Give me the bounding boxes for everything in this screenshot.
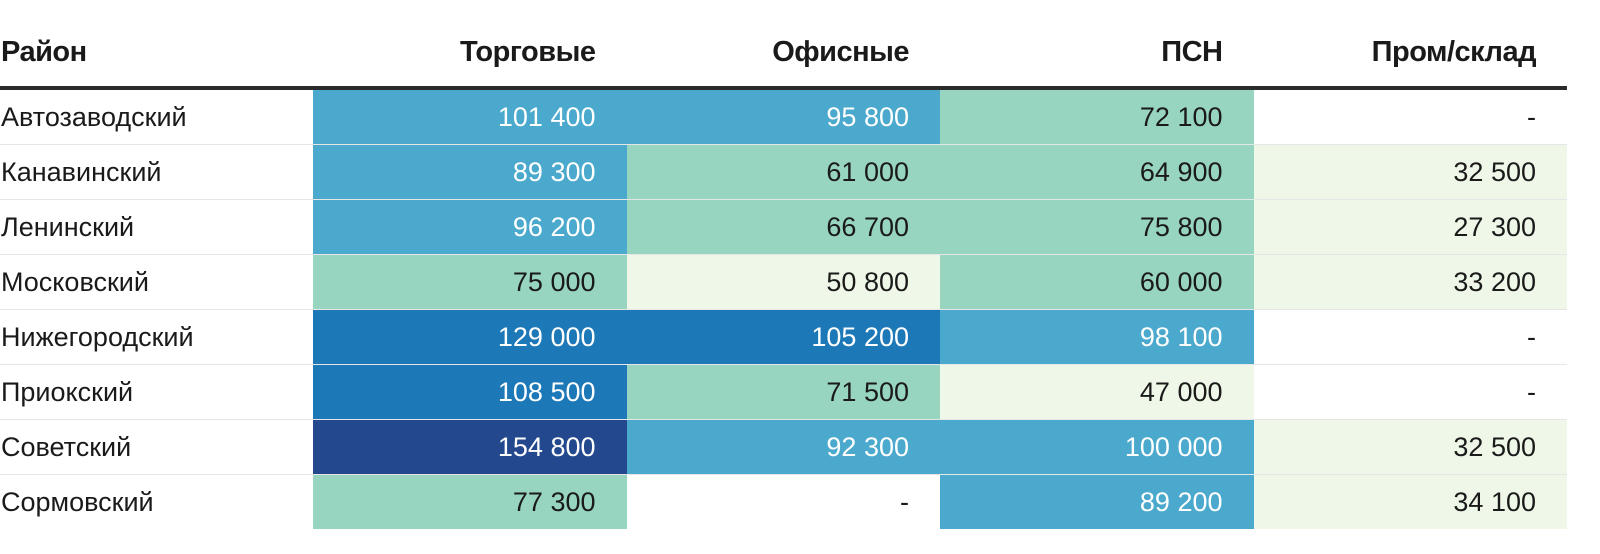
row-label-district: Сормовский [0,474,313,529]
column-header-industrial[interactable]: Пром/склад [1253,18,1567,90]
heat-cell-psn: 75 800 [940,199,1254,255]
row-label-district: Канавинский [0,144,313,200]
row-label-district: Ленинский [0,199,313,255]
heat-cell-office: 95 800 [626,88,940,145]
table-row: Сормовский 77 300-89 200 34 100 [0,474,1567,529]
heat-cell-psn: 47 000 [940,364,1254,420]
heat-cell-psn: 60 000 [940,254,1254,310]
heatmap-table: Район Торговые Офисные ПСН Пром/склад Ав… [0,18,1567,529]
heat-cell-retail: 154 800 [313,419,627,475]
heat-cell-office: 50 800 [626,254,940,310]
row-label-district: Советский [0,419,313,475]
heat-cell-retail: 108 500 [313,364,627,420]
table-header: Район Торговые Офисные ПСН Пром/склад [0,18,1567,90]
heat-cell-retail: 75 000 [313,254,627,310]
heat-cell-industrial: 33 200 [1253,254,1567,310]
heat-cell-retail: 101 400 [313,88,627,145]
column-header-psn[interactable]: ПСН [940,18,1254,90]
heat-cell-retail: 89 300 [313,144,627,200]
table-body: Автозаводский 101 400 95 800 72 100- Канавин… [0,88,1567,529]
heat-cell-industrial: 34 100 [1253,474,1567,529]
heat-cell-office: - [626,474,940,529]
row-label-district: Автозаводский [0,88,313,145]
table-row: Канавинский 89 300 61 000 64 900 32 500 [0,144,1567,200]
table-row: Московский 75 000 50 800 60 000 33 200 [0,254,1567,310]
heat-cell-psn: 98 100 [940,309,1254,365]
heat-cell-industrial: 32 500 [1253,144,1567,200]
row-label-district: Приокский [0,364,313,420]
column-header-retail[interactable]: Торговые [313,18,627,90]
row-label-district: Московский [0,254,313,310]
column-header-office[interactable]: Офисные [626,18,940,90]
table-row: Приокский 108 500 71 500 47 000- [0,364,1567,420]
heat-cell-industrial: - [1253,364,1567,420]
heat-cell-industrial: 27 300 [1253,199,1567,255]
heat-cell-office: 92 300 [626,419,940,475]
table-row: Нижегородский 129 000 105 200 98 100- [0,309,1567,365]
heat-cell-industrial: - [1253,88,1567,145]
heat-cell-industrial: - [1253,309,1567,365]
heat-cell-office: 61 000 [626,144,940,200]
heat-cell-psn: 72 100 [940,88,1254,145]
heat-cell-office: 105 200 [626,309,940,365]
heat-cell-psn: 89 200 [940,474,1254,529]
heat-cell-psn: 100 000 [940,419,1254,475]
row-label-district: Нижегородский [0,309,313,365]
table-row: Автозаводский 101 400 95 800 72 100- [0,88,1567,145]
heat-cell-retail: 96 200 [313,199,627,255]
heat-cell-office: 66 700 [626,199,940,255]
heat-cell-psn: 64 900 [940,144,1254,200]
table-row: Ленинский 96 200 66 700 75 800 27 300 [0,199,1567,255]
heat-cell-industrial: 32 500 [1253,419,1567,475]
heat-cell-retail: 77 300 [313,474,627,529]
column-header-district[interactable]: Район [0,18,313,90]
heat-cell-office: 71 500 [626,364,940,420]
header-row: Район Торговые Офисные ПСН Пром/склад [0,18,1567,90]
heat-cell-retail: 129 000 [313,309,627,365]
table-row: Советский 154 800 92 300 100 000 32 500 [0,419,1567,475]
